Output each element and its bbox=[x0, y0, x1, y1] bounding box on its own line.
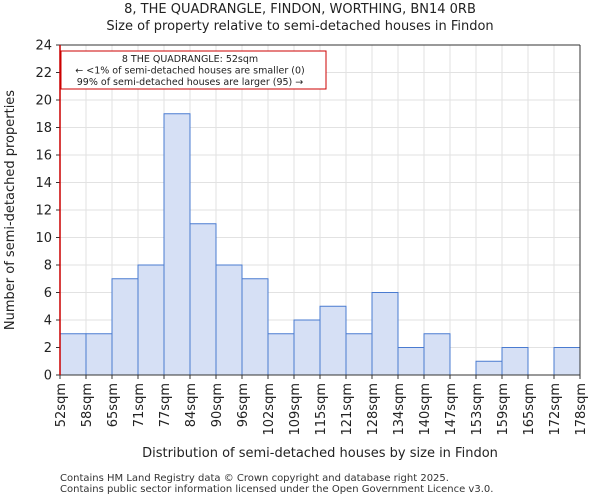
bar-115sqm bbox=[319, 305, 347, 376]
bar-90sqm bbox=[215, 264, 243, 376]
x-tick-label: 96sqm bbox=[236, 383, 251, 427]
y-tick-label: 10 bbox=[35, 231, 52, 246]
x-tick-label: 115sqm bbox=[314, 383, 329, 436]
bar-128sqm bbox=[371, 292, 399, 376]
x-tick-label: 58sqm bbox=[80, 383, 95, 427]
bar-121sqm bbox=[345, 333, 373, 376]
x-tick-label: 147sqm bbox=[444, 383, 459, 436]
x-tick-label: 178sqm bbox=[574, 383, 589, 436]
y-tick-label: 4 bbox=[44, 314, 52, 329]
x-axis-label: Distribution of semi-detached houses by … bbox=[142, 446, 498, 461]
y-tick-label: 22 bbox=[35, 66, 52, 81]
bar-77sqm bbox=[163, 113, 191, 376]
y-tick-label: 18 bbox=[35, 121, 52, 136]
y-tick-label: 0 bbox=[44, 369, 52, 384]
bar-65sqm bbox=[111, 278, 139, 376]
x-tick-label: 140sqm bbox=[418, 383, 433, 436]
bar-140sqm bbox=[423, 333, 451, 376]
bar-71sqm bbox=[137, 264, 165, 376]
bar-84sqm bbox=[189, 223, 217, 376]
annotation-box bbox=[60, 50, 327, 90]
x-tick-label: 102sqm bbox=[262, 383, 277, 436]
bar-52sqm bbox=[59, 333, 87, 376]
x-tick-label: 134sqm bbox=[392, 383, 407, 436]
chart-title: Size of property relative to semi-detach… bbox=[106, 19, 494, 34]
bar-102sqm bbox=[267, 333, 295, 376]
bar-58sqm bbox=[85, 333, 113, 376]
x-tick-label: 128sqm bbox=[366, 383, 381, 436]
y-tick-label: 8 bbox=[44, 259, 52, 274]
x-tick-label: 153sqm bbox=[470, 383, 485, 436]
chart-title-address: 8, THE QUADRANGLE, FINDON, WORTHING, BN1… bbox=[124, 2, 476, 17]
footer-attribution-ogl: Contains public sector information licen… bbox=[60, 484, 494, 495]
annotation-property-label: 8 THE QUADRANGLE: 52sqm bbox=[122, 54, 258, 65]
annotation-larger-text: 99% of semi-detached houses are larger (… bbox=[77, 77, 304, 88]
x-tick-label: 90sqm bbox=[210, 383, 225, 427]
y-axis-label: Number of semi-detached properties bbox=[3, 90, 18, 330]
y-tick-label: 20 bbox=[35, 94, 52, 109]
x-tick-label: 71sqm bbox=[132, 383, 147, 427]
y-tick-label: 16 bbox=[35, 149, 52, 164]
x-tick-label: 165sqm bbox=[522, 383, 537, 436]
x-tick-label: 52sqm bbox=[54, 383, 69, 427]
bar-172sqm bbox=[553, 347, 581, 376]
y-tick-label: 6 bbox=[44, 286, 52, 301]
footer-attribution-land-registry: Contains HM Land Registry data © Crown c… bbox=[60, 473, 449, 484]
bar-134sqm bbox=[397, 347, 425, 376]
bar-96sqm bbox=[241, 278, 269, 376]
x-tick-label: 121sqm bbox=[340, 383, 355, 436]
x-tick-label: 159sqm bbox=[496, 383, 511, 436]
x-tick-label: 77sqm bbox=[158, 383, 173, 427]
y-tick-label: 12 bbox=[35, 204, 52, 219]
x-tick-label: 109sqm bbox=[288, 383, 303, 436]
x-tick-label: 172sqm bbox=[548, 383, 563, 436]
annotation-smaller-text: ← <1% of semi-detached houses are smalle… bbox=[75, 66, 304, 77]
bar-153sqm bbox=[475, 360, 503, 376]
y-tick-label: 2 bbox=[44, 341, 52, 356]
bar-109sqm bbox=[293, 319, 321, 376]
bar-159sqm bbox=[501, 347, 529, 376]
x-tick-label: 84sqm bbox=[184, 383, 199, 427]
y-tick-label: 24 bbox=[35, 39, 52, 54]
y-tick-label: 14 bbox=[35, 176, 52, 191]
x-tick-label: 65sqm bbox=[106, 383, 121, 427]
